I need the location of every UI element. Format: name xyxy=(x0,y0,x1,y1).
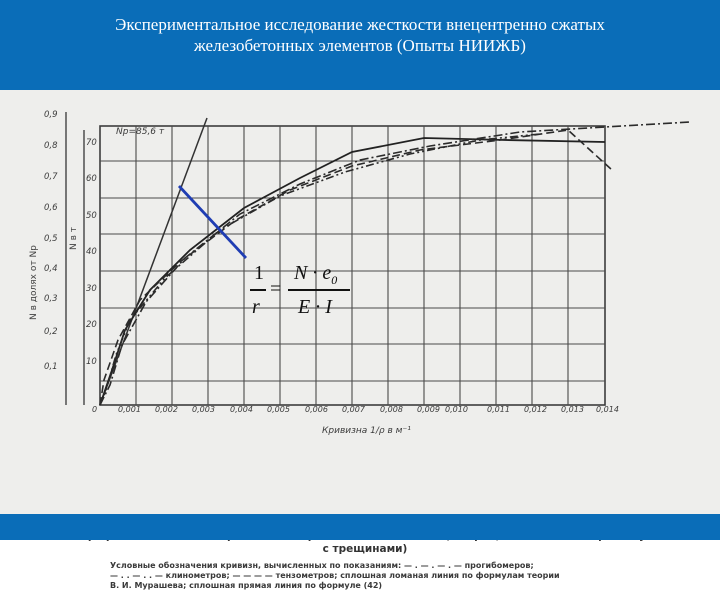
tick-30: 30 xyxy=(86,284,97,294)
tick-0-6: 0,6 xyxy=(44,203,58,213)
formula-lhs-denominator: r xyxy=(252,296,260,318)
x-ticks: 0 0,001 0,002 0,003 0,004 0,005 0,006 0,… xyxy=(92,405,619,414)
tick-50: 50 xyxy=(86,211,97,221)
x-axis-label: Кривизна 1/ρ в м⁻¹ xyxy=(322,426,411,436)
legend-line-3: В. И. Мурашева; сплошная прямая линия по… xyxy=(110,581,383,590)
x-tick-7: 0,007 xyxy=(342,405,366,414)
x-tick-4: 0,004 xyxy=(230,405,253,414)
tick-0-8: 0,8 xyxy=(44,141,58,151)
tick-0-5: 0,5 xyxy=(44,234,58,244)
legend-line-1: Условные обозначения кривизн, вычисленны… xyxy=(110,561,534,570)
tick-40: 40 xyxy=(86,247,97,257)
x-tick-0: 0 xyxy=(92,405,97,414)
tick-0-7: 0,7 xyxy=(44,172,58,182)
formula-lhs-numerator: 1 xyxy=(254,262,264,284)
x-tick-1: 0,001 xyxy=(118,405,141,414)
tick-0-4: 0,4 xyxy=(44,264,58,274)
grid-horizontal xyxy=(100,160,605,382)
formula-rhs-denominator: E · I xyxy=(298,296,332,318)
x-tick-14: 0,014 xyxy=(596,405,619,414)
formula-rhs-numerator: N · e0 xyxy=(294,262,338,287)
y-left-axis-label: N в долях от Nр xyxy=(29,245,39,320)
footer-bar xyxy=(0,514,720,540)
tick-0-1: 0,1 xyxy=(44,362,58,372)
slide-title-line-1: Экспериментальное исследование жесткости… xyxy=(115,15,605,34)
tick-0-2: 0,2 xyxy=(44,327,58,337)
caption-legend: Условные обозначения кривизн, вычисленны… xyxy=(110,561,700,591)
slide-title-line-2: железобетонных элементов (Опыты НИИЖБ) xyxy=(194,36,526,55)
x-tick-8: 0,008 xyxy=(380,405,403,414)
curve-deflection-meters xyxy=(99,121,691,406)
legend-line-2: — . . — . . — клинометров; — — — — тензо… xyxy=(110,571,560,580)
np-label: Nр=85,6 т xyxy=(116,127,165,137)
x-tick-3: 0,003 xyxy=(192,405,215,414)
formula-equals: = xyxy=(270,278,282,300)
tick-20: 20 xyxy=(86,320,97,330)
formula-lhs-fraction-line xyxy=(250,289,266,291)
y-left-ticks: 0,1 0,2 0,3 0,4 0,5 0,6 0,7 0,8 0,9 xyxy=(44,110,58,372)
y-right-ticks: 10 20 30 40 50 60 70 xyxy=(86,138,97,367)
x-tick-10: 0,010 xyxy=(445,405,468,414)
x-tick-13: 0,013 xyxy=(561,405,584,414)
x-tick-9: 0,009 xyxy=(417,405,440,414)
scanned-figure: N в долях от Nр N в т 0,1 0,2 0,3 0,4 0,… xyxy=(0,90,720,590)
x-tick-12: 0,012 xyxy=(524,405,547,414)
x-tick-6: 0,006 xyxy=(305,405,328,414)
y-right-axis-label: N в т xyxy=(69,227,79,250)
tick-60: 60 xyxy=(86,174,97,184)
caption-text-2: с трещинами) xyxy=(322,543,408,555)
tick-0-3: 0,3 xyxy=(44,294,58,304)
graph-svg: N в долях от Nр N в т 0,1 0,2 0,3 0,4 0,… xyxy=(29,110,691,436)
annotation-pointer-line xyxy=(177,185,248,259)
x-tick-2: 0,002 xyxy=(155,405,178,414)
curvature-formula: 1 r = N · e0 E · I xyxy=(246,258,366,324)
formula-rhs-fraction-line xyxy=(288,289,350,291)
x-tick-5: 0,005 xyxy=(267,405,290,414)
tick-0-9: 0,9 xyxy=(44,110,58,120)
formula-subscript: 0 xyxy=(331,273,338,287)
curve-strain-gauges xyxy=(99,129,613,406)
x-tick-11: 0,011 xyxy=(487,405,510,414)
title-bar: Экспериментальное исследование жесткости… xyxy=(0,0,720,90)
slide-title: Экспериментальное исследование жесткости… xyxy=(40,14,680,56)
grid-vertical xyxy=(135,126,569,405)
tick-10: 10 xyxy=(86,357,97,367)
tick-70: 70 xyxy=(86,138,97,148)
